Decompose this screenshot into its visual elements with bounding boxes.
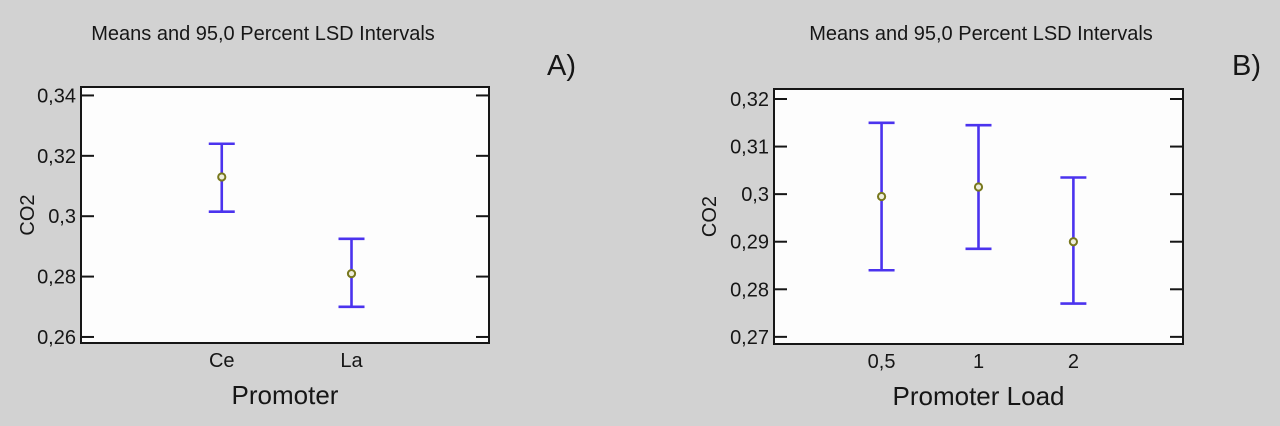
panel-label-b: B) <box>1232 50 1261 82</box>
panel-a: Means and 95,0 Percent LSD Intervals A) … <box>17 23 576 410</box>
chart-title-a: Means and 95,0 Percent LSD Intervals <box>91 23 435 45</box>
y-tick-label: 0,32 <box>730 89 769 111</box>
chart-title-b: Means and 95,0 Percent LSD Intervals <box>809 23 1153 45</box>
x-tick-label: 0,5 <box>868 351 896 373</box>
mean-marker <box>346 268 357 279</box>
x-axis-title: Promoter <box>232 380 339 410</box>
y-tick-label: 0,3 <box>741 184 769 206</box>
y-tick-label: 0,28 <box>37 267 76 289</box>
y-tick-label: 0,34 <box>37 85 76 107</box>
y-axis-title: CO2 <box>699 196 721 237</box>
y-tick-label: 0,29 <box>730 232 769 254</box>
y-tick-label: 0,31 <box>730 137 769 159</box>
mean-marker <box>876 191 887 202</box>
mean-marker <box>1068 237 1078 247</box>
y-tick-label: 0,32 <box>37 146 76 168</box>
plot-frame <box>80 86 490 344</box>
x-tick-label: La <box>340 350 363 372</box>
panel-label-a: A) <box>547 50 576 82</box>
y-axis-title: CO2 <box>17 194 39 235</box>
errorbar-chart-b: 0,27 0,28 0,29 0,3 0,31 0,32 CO2 0,5 1 2Promoter … <box>699 88 1184 411</box>
x-axis-title: Promoter Load <box>893 381 1065 411</box>
x-tick-label: 2 <box>1068 351 1079 373</box>
mean-marker <box>217 172 227 182</box>
y-tick-label: 0,28 <box>730 279 769 301</box>
mean-marker <box>973 182 984 192</box>
y-tick-label: 0,3 <box>48 206 76 228</box>
y-tick-label: 0,26 <box>37 327 76 349</box>
x-tick-label: Ce <box>209 350 235 372</box>
y-tick-label: 0,27 <box>730 327 769 349</box>
panel-b: Means and 95,0 Percent LSD Intervals B) … <box>640 0 1280 426</box>
x-tick-label: 1 <box>973 351 984 373</box>
